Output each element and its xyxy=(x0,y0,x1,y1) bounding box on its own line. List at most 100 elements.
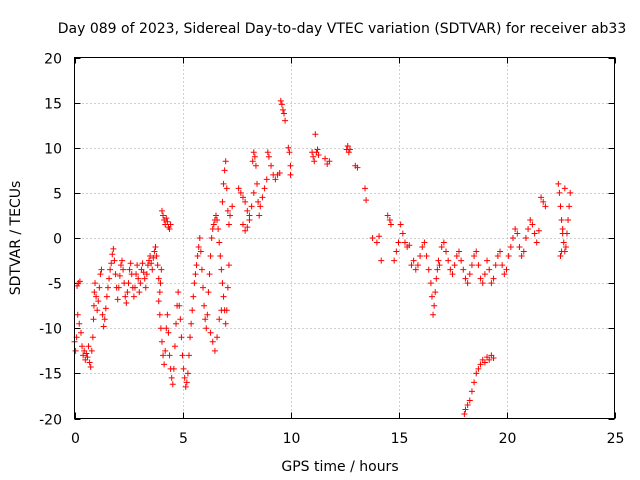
data-point xyxy=(151,248,158,255)
data-point xyxy=(224,207,231,214)
data-point xyxy=(83,350,90,357)
data-point xyxy=(479,280,486,287)
data-point xyxy=(249,158,256,165)
data-point xyxy=(265,153,272,160)
data-point xyxy=(326,158,333,165)
data-point xyxy=(167,221,174,228)
data-point xyxy=(188,320,195,327)
data-point xyxy=(505,253,512,260)
data-point xyxy=(222,320,229,327)
data-point xyxy=(244,207,251,214)
data-point xyxy=(173,320,180,327)
data-point xyxy=(466,271,473,278)
data-point xyxy=(200,284,207,291)
data-point xyxy=(490,355,497,362)
data-point xyxy=(471,379,478,386)
data-point xyxy=(462,275,469,282)
data-point xyxy=(477,275,484,282)
data-point xyxy=(278,101,285,108)
data-point xyxy=(216,239,223,246)
data-point xyxy=(85,343,92,350)
data-point xyxy=(76,278,83,285)
data-point xyxy=(431,302,438,309)
y-tick-label: 15 xyxy=(44,97,62,113)
data-point xyxy=(239,221,246,228)
data-point xyxy=(282,117,289,124)
plot-frame xyxy=(74,57,615,419)
data-point xyxy=(468,262,475,269)
data-point xyxy=(378,257,385,264)
data-point xyxy=(148,260,155,267)
data-point xyxy=(558,248,565,255)
data-point xyxy=(224,284,231,291)
data-point xyxy=(87,364,94,371)
data-point xyxy=(562,244,569,251)
data-point xyxy=(428,293,435,300)
data-point xyxy=(464,401,471,408)
data-point xyxy=(150,254,157,261)
data-point xyxy=(131,284,138,291)
data-point xyxy=(220,293,227,300)
data-point xyxy=(427,280,434,287)
data-point xyxy=(125,280,132,287)
data-point xyxy=(566,203,573,210)
data-point xyxy=(425,266,432,273)
data-point xyxy=(412,266,419,273)
x-tick-label: 0 xyxy=(71,431,80,447)
data-point xyxy=(191,280,198,287)
data-point xyxy=(100,323,107,330)
data-point xyxy=(210,221,217,228)
data-point xyxy=(344,142,351,149)
data-point xyxy=(222,158,229,165)
data-point xyxy=(158,207,165,214)
data-point xyxy=(209,225,216,232)
data-point xyxy=(475,262,482,269)
data-point xyxy=(503,266,510,273)
data-point xyxy=(107,266,114,273)
data-point xyxy=(414,262,421,269)
data-point xyxy=(251,153,258,160)
data-point xyxy=(91,289,98,296)
data-point xyxy=(531,230,538,237)
data-point xyxy=(557,253,564,260)
data-point xyxy=(229,203,236,210)
data-point xyxy=(76,320,83,327)
data-points xyxy=(71,97,574,417)
data-point xyxy=(406,242,413,249)
data-point xyxy=(458,257,465,264)
data-point xyxy=(256,212,263,219)
data-point xyxy=(419,244,426,251)
data-point xyxy=(207,253,214,260)
data-point xyxy=(387,221,394,228)
data-point xyxy=(180,365,187,372)
data-point xyxy=(97,271,104,278)
data-point xyxy=(244,224,251,231)
data-point xyxy=(90,302,97,309)
data-point xyxy=(449,271,456,278)
data-point xyxy=(492,262,499,269)
data-point xyxy=(156,311,163,318)
data-point xyxy=(88,347,95,354)
data-point xyxy=(194,253,201,260)
data-point xyxy=(223,307,230,314)
data-point xyxy=(440,239,447,246)
y-tick-label: -10 xyxy=(39,322,62,338)
data-point xyxy=(285,144,292,151)
data-point xyxy=(114,296,121,303)
data-point xyxy=(311,158,318,165)
data-point xyxy=(354,164,361,171)
data-point xyxy=(259,194,266,201)
data-point xyxy=(166,225,173,232)
data-point xyxy=(84,354,91,361)
data-point xyxy=(242,198,249,205)
data-point xyxy=(195,244,202,251)
data-point xyxy=(268,162,275,169)
data-point xyxy=(95,298,102,305)
data-point xyxy=(202,316,209,323)
data-point xyxy=(72,347,79,354)
data-point xyxy=(542,203,549,210)
data-point xyxy=(133,271,140,278)
data-point xyxy=(208,235,215,241)
data-point xyxy=(315,151,322,158)
data-point xyxy=(225,221,232,228)
